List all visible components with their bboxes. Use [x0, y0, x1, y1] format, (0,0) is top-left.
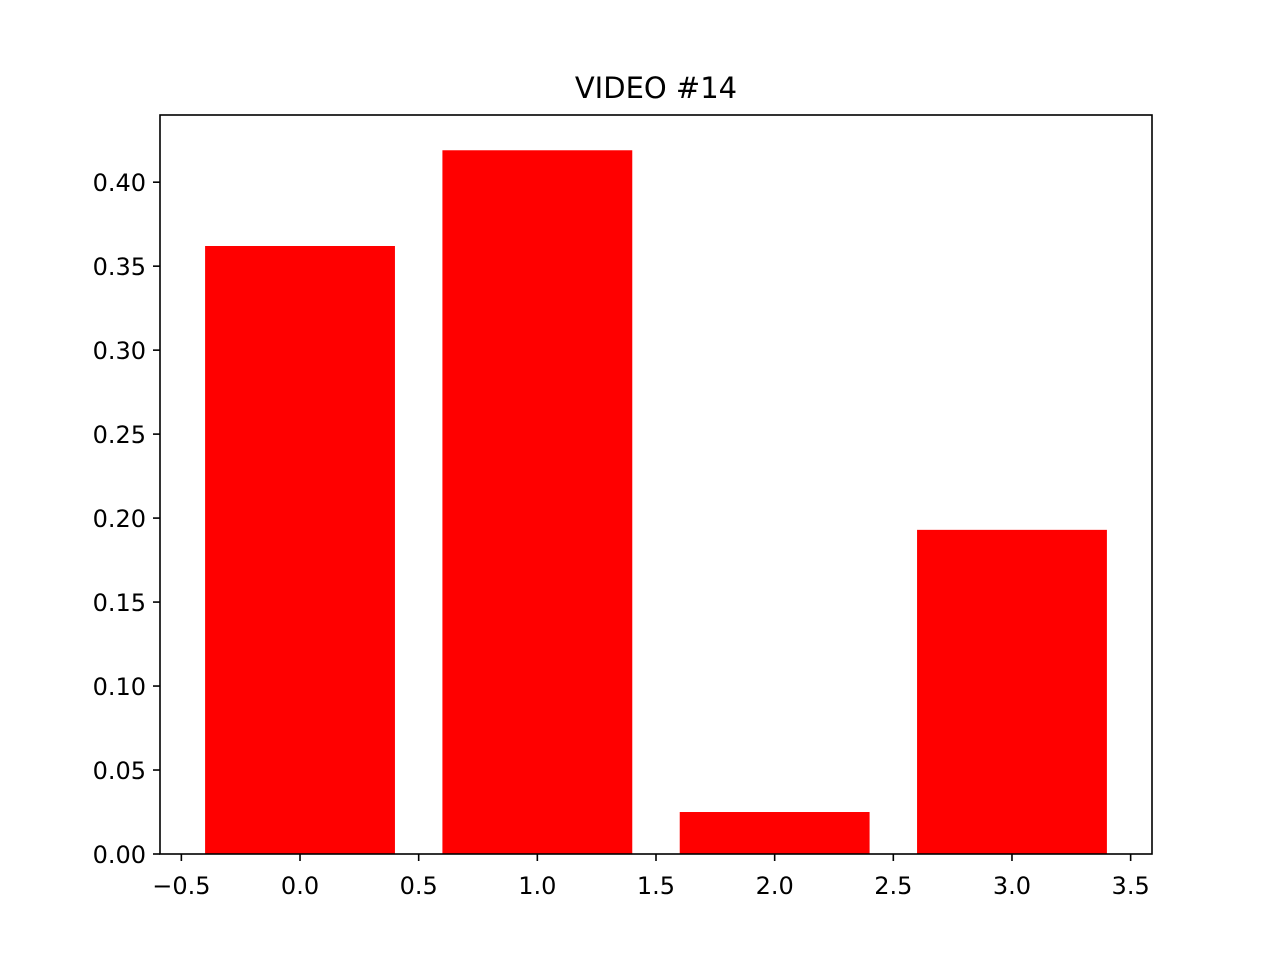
y-tick-label: 0.30: [93, 337, 146, 365]
x-tick-label: −0.5: [152, 872, 210, 900]
y-axis-ticks: 0.00 0.05 0.10 0.15 0.20 0.25 0.30 0.35 0.40: [93, 169, 160, 869]
x-tick-label: 2.5: [874, 872, 912, 900]
x-tick-label: 3.0: [993, 872, 1031, 900]
y-tick-label: 0.25: [93, 421, 146, 449]
y-tick-label: 0.20: [93, 505, 146, 533]
bar-2: [679, 812, 870, 854]
y-tick-label: 0.05: [93, 757, 146, 785]
bar-1: [442, 150, 633, 855]
plot-frame: [159, 114, 1153, 855]
x-tick-label: 0.0: [281, 872, 319, 900]
y-tick-label: 0.00: [93, 841, 146, 869]
y-tick-label: 0.10: [93, 673, 146, 701]
y-tick-label: 0.15: [93, 589, 146, 617]
x-tick-label: 0.5: [400, 872, 438, 900]
x-tick-label: 2.0: [756, 872, 794, 900]
bar-0: [205, 246, 395, 855]
x-tick-label: 1.5: [637, 872, 675, 900]
x-axis-ticks: −0.5 0.0 0.5 1.0 1.5 2.0 2.5 3.0 3.5: [152, 854, 1150, 900]
x-tick-label: 3.5: [1112, 872, 1150, 900]
x-tick-label: 1.0: [518, 872, 556, 900]
y-tick-label: 0.35: [93, 253, 146, 281]
bars-group: [205, 150, 1107, 855]
y-tick-label: 0.40: [93, 169, 146, 197]
bar-3: [917, 529, 1107, 854]
chart-title: VIDEO #14: [575, 71, 737, 105]
